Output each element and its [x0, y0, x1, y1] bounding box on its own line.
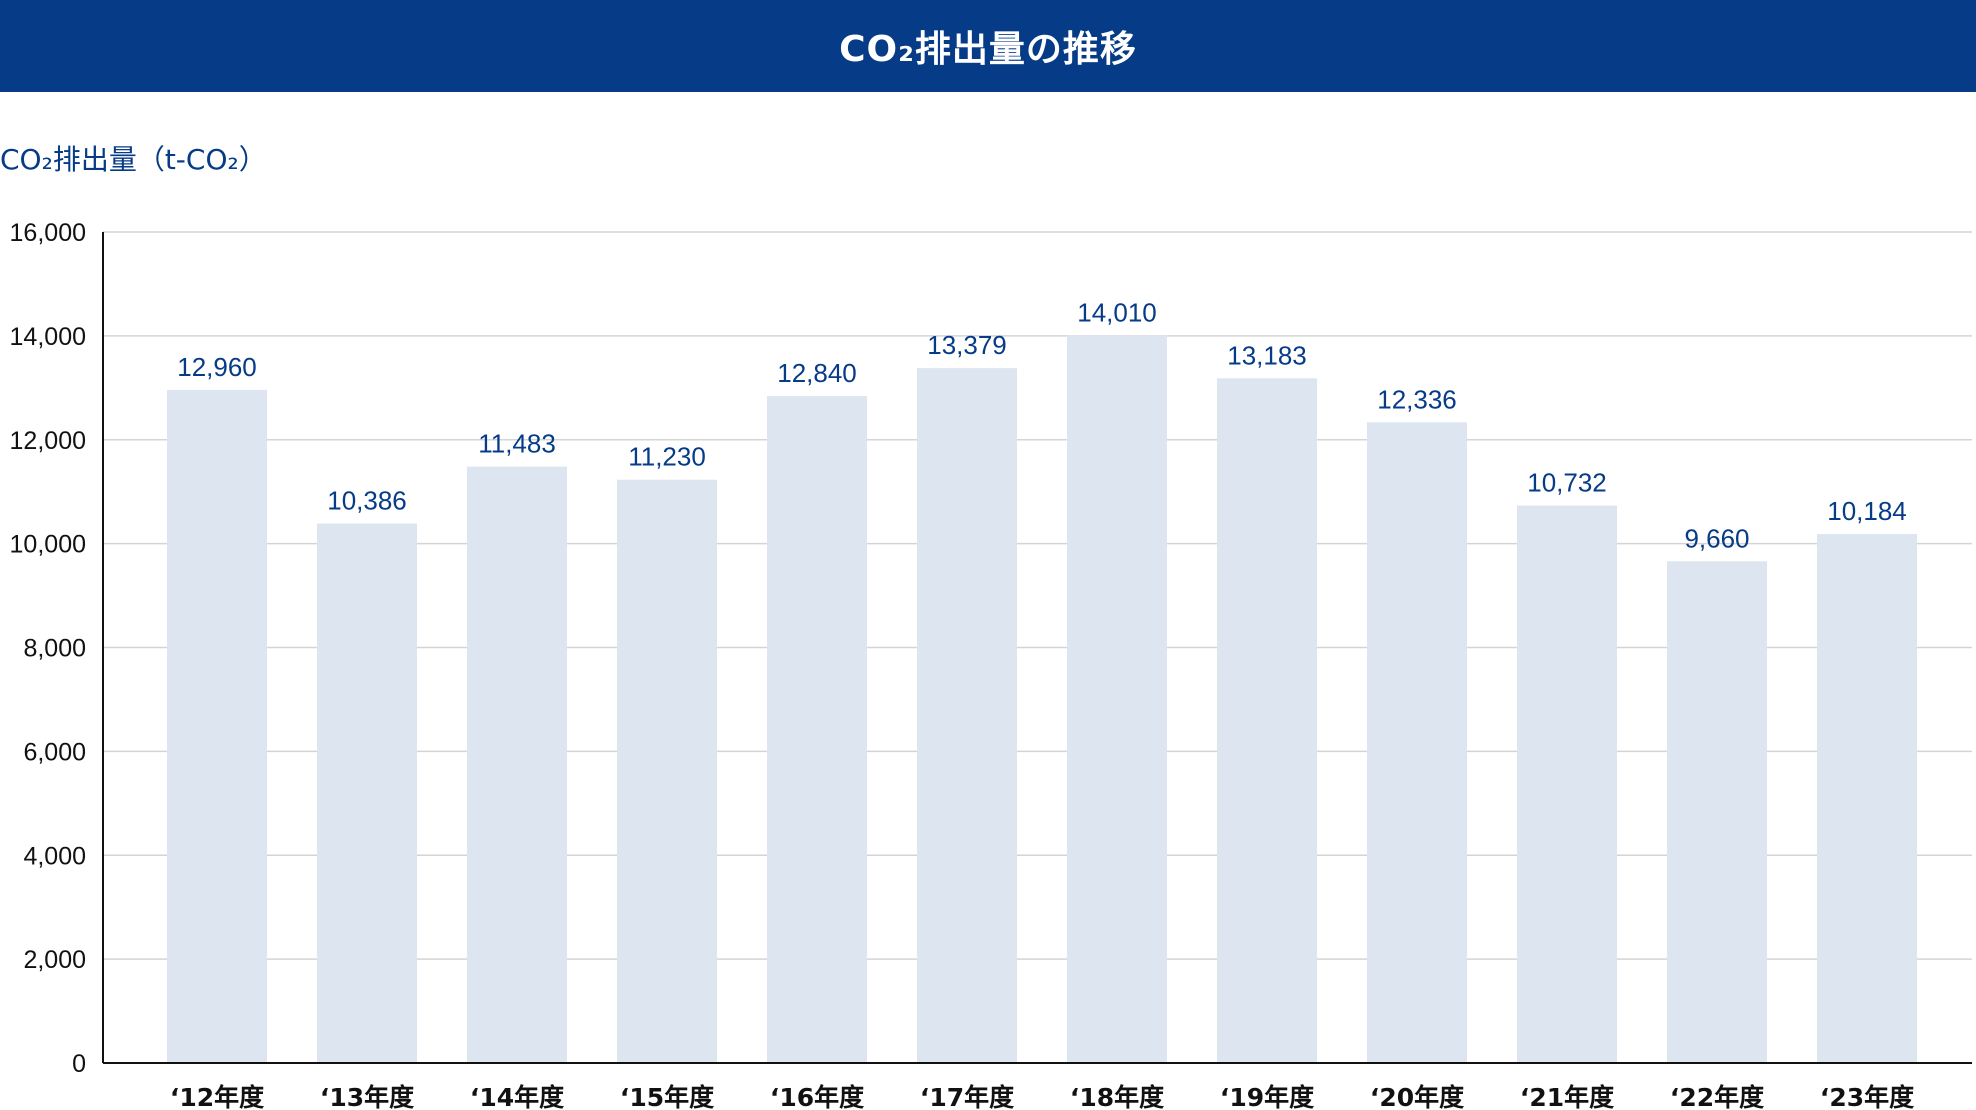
- x-tick-label: ‘14年度: [470, 1083, 564, 1110]
- data-label: 14,010: [1077, 297, 1157, 327]
- data-label: 10,732: [1527, 468, 1607, 498]
- bar: [617, 479, 717, 1063]
- x-tick-label: ‘22年度: [1670, 1083, 1764, 1110]
- y-tick-label: 4,000: [23, 842, 86, 870]
- y-tick-label: 8,000: [23, 635, 86, 663]
- x-tick-label: ‘18年度: [1070, 1083, 1164, 1110]
- y-tick-label: 6,000: [23, 738, 86, 766]
- y-tick-label: 2,000: [23, 946, 86, 974]
- data-label: 11,483: [478, 429, 556, 459]
- y-tick-label: 12,000: [10, 427, 86, 455]
- x-tick-label: ‘17年度: [920, 1083, 1014, 1110]
- data-label: 12,840: [777, 358, 857, 388]
- x-tick-label: ‘16年度: [770, 1083, 864, 1110]
- y-tick-label: 16,000: [10, 219, 86, 247]
- bar: [1217, 378, 1317, 1063]
- data-label: 13,183: [1227, 340, 1307, 370]
- bar: [167, 389, 267, 1063]
- data-label: 10,386: [327, 486, 407, 516]
- x-tick-label: ‘19年度: [1220, 1083, 1314, 1110]
- bar: [317, 523, 417, 1063]
- x-tick-label: ‘23年度: [1820, 1083, 1914, 1110]
- chart-title: CO₂排出量の推移: [839, 29, 1137, 70]
- data-label: 13,379: [927, 330, 1007, 360]
- x-tick-label: ‘21年度: [1520, 1083, 1614, 1110]
- bar: [1367, 422, 1467, 1063]
- x-tick-label: ‘15年度: [620, 1083, 714, 1110]
- x-tick-label: ‘20年度: [1370, 1083, 1464, 1110]
- data-label: 12,336: [1377, 384, 1457, 414]
- bar: [1667, 561, 1767, 1063]
- bar: [917, 368, 1017, 1063]
- bar: [1067, 335, 1167, 1064]
- y-tick-label: 10,000: [10, 531, 86, 559]
- x-tick-label: ‘12年度: [170, 1083, 264, 1110]
- data-label: 12,960: [177, 352, 257, 382]
- data-label: 11,230: [628, 442, 706, 472]
- bar: [1517, 505, 1617, 1063]
- x-tick-label: ‘13年度: [320, 1083, 414, 1110]
- bar: [767, 396, 867, 1063]
- y-axis-label: CO₂排出量（t-CO₂）: [0, 143, 267, 176]
- y-tick-label: 0: [72, 1050, 86, 1078]
- bar: [467, 466, 567, 1063]
- chart-header: CO₂排出量の推移: [0, 0, 1976, 92]
- data-label: 10,184: [1827, 496, 1907, 526]
- data-label: 9,660: [1684, 523, 1749, 553]
- bar: [1817, 534, 1917, 1063]
- y-tick-label: 14,000: [10, 323, 86, 351]
